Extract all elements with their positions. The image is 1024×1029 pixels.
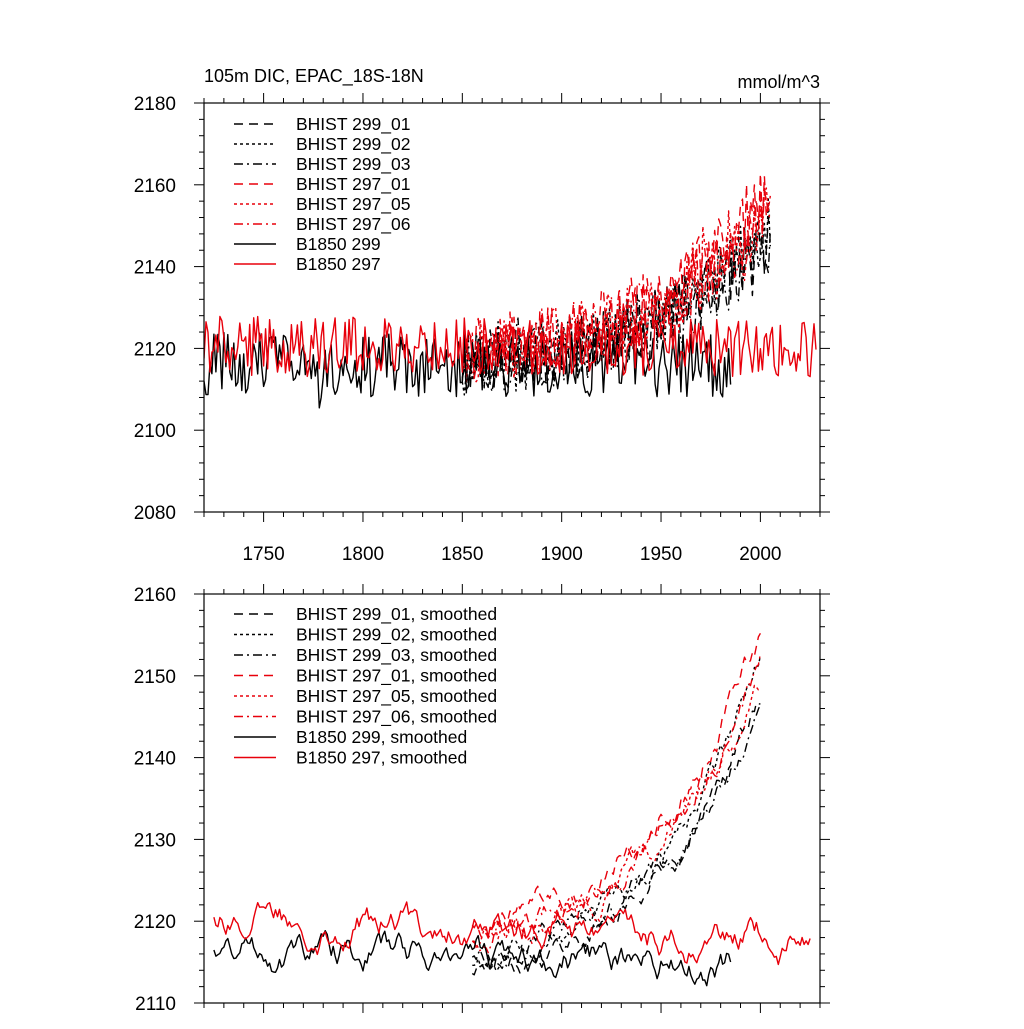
legend-label: BHIST 297_01, smoothed — [296, 666, 497, 687]
series-line-bottom-2 — [472, 655, 762, 972]
y-tick-label: 2120 — [134, 912, 176, 933]
x-tick-label: 1850 — [441, 544, 483, 565]
series-line-bottom-8 — [213, 901, 811, 966]
x-tick-label: 2000 — [739, 544, 781, 565]
legend-label: BHIST 299_03 — [296, 154, 410, 175]
y-tick-label: 2150 — [134, 667, 176, 688]
legend-label: BHIST 297_05 — [296, 194, 410, 215]
legend-label: BHIST 299_03, smoothed — [296, 645, 497, 666]
y-tick-label: 2100 — [134, 421, 176, 442]
series-line-bottom-5 — [471, 684, 761, 949]
y-tick-label: 2110 — [135, 994, 176, 1015]
y-tick-label: 2140 — [134, 749, 176, 770]
x-tick-label: 1950 — [640, 544, 682, 565]
series-line-top-6 — [461, 187, 771, 380]
legend-label: B1850 297, smoothed — [296, 748, 467, 768]
top-chart-title: 105m DIC, EPAC_18S-18N — [204, 66, 424, 87]
legend-label: BHIST 299_02 — [296, 134, 410, 155]
legend-label: BHIST 297_06 — [296, 214, 410, 235]
legend-label: B1850 299, smoothed — [296, 727, 467, 747]
y-tick-label: 2160 — [134, 176, 176, 197]
y-tick-label: 2130 — [134, 830, 176, 851]
series-line-bottom-3 — [471, 704, 762, 969]
bottom-series-group — [213, 632, 811, 987]
bottom-axes: 2110 2120 2130 2140 2150 2160 — [134, 584, 830, 1015]
y-tick-label: 2140 — [134, 258, 176, 279]
y-tick-label: 2160 — [134, 585, 176, 606]
series-line-bottom-1 — [471, 702, 761, 976]
y-tick-label: 2120 — [134, 339, 176, 360]
legend-label: BHIST 297_01 — [296, 174, 410, 195]
panel-bottom: 2110 2120 2130 2140 2150 2160 BHIST 299_01, s… — [134, 584, 830, 1015]
y-tick-label: 2180 — [134, 94, 176, 115]
series-line-bottom-6 — [472, 653, 762, 954]
legend-label: BHIST 299_01 — [296, 114, 410, 135]
x-tick-label: 1800 — [342, 544, 384, 565]
plot-frame — [203, 102, 821, 513]
x-tick-label: 1750 — [242, 544, 284, 565]
series-line-bottom-4 — [471, 632, 762, 940]
legend-label: BHIST 299_01, smoothed — [296, 604, 497, 625]
series-line-top-4 — [461, 172, 771, 377]
legend-label: B1850 299 — [296, 234, 381, 254]
legend-label: BHIST 297_05, smoothed — [296, 686, 497, 707]
legend-label: B1850 297 — [296, 254, 381, 274]
y-tick-label: 2080 — [134, 503, 176, 524]
series-line-bottom-7 — [213, 930, 732, 987]
panel-top: 105m DIC, EPAC_18S-18N mmol/m^3 1750 1800… — [134, 66, 830, 565]
top-series-group — [204, 172, 817, 409]
series-line-top-8 — [204, 315, 817, 378]
legend-label: BHIST 297_06, smoothed — [296, 707, 497, 728]
top-axes: 1750 1800 1850 1900 1950 2000 2080 2100 2120 2140… — [134, 93, 830, 565]
plot-frame — [203, 593, 821, 1004]
top-chart-units: mmol/m^3 — [738, 72, 820, 92]
legend-label: BHIST 299_02, smoothed — [296, 625, 497, 646]
x-tick-label: 1900 — [541, 544, 583, 565]
